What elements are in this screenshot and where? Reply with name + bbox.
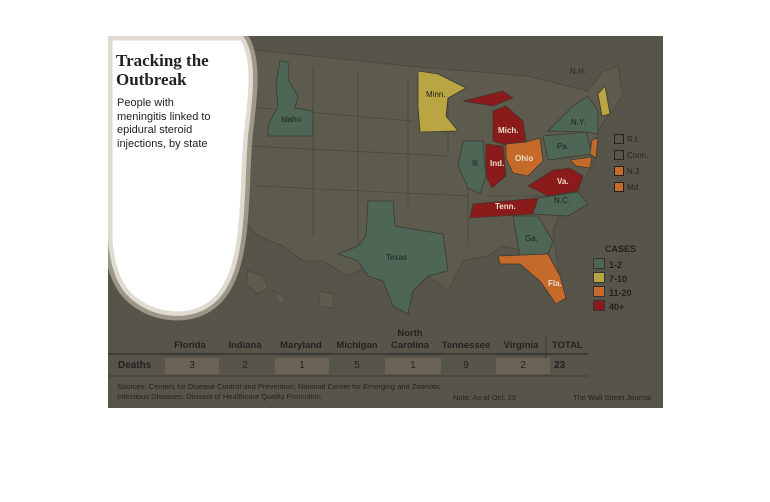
label-new-hampshire: N.H. bbox=[570, 67, 586, 76]
us-map bbox=[108, 36, 624, 377]
map-subtitle: People with meningitis linked to epidura… bbox=[117, 97, 211, 150]
cell-north-carolina-deaths: 1 bbox=[385, 358, 441, 374]
florida-shape bbox=[497, 253, 567, 305]
michigan-shape bbox=[462, 90, 527, 147]
column-header-total: TOTAL bbox=[552, 340, 583, 351]
cell-tennessee-deaths: 9 bbox=[463, 360, 469, 371]
publication-credit: The Wall Street Journal bbox=[573, 393, 652, 402]
maryland-shape bbox=[569, 156, 593, 169]
texas-shape bbox=[336, 200, 449, 315]
legend-item-11-20: 11-20 bbox=[593, 286, 632, 298]
swatch-rhode-island bbox=[614, 134, 624, 144]
label-rhode-island: R.I. bbox=[627, 135, 640, 144]
label-minnesota: Minn. bbox=[426, 90, 446, 99]
tennessee-shape bbox=[469, 197, 539, 219]
minnesota-shape bbox=[417, 70, 467, 133]
label-north-carolina: N.C. bbox=[554, 196, 570, 205]
row-label-deaths: Deaths bbox=[118, 360, 152, 371]
label-maryland: Md. bbox=[627, 183, 641, 192]
state-borders bbox=[237, 66, 548, 246]
legend-swatch bbox=[593, 272, 605, 283]
label-virginia: Va. bbox=[557, 177, 569, 186]
sources-note: Sources: Centers for Disease Control and… bbox=[117, 382, 441, 401]
cell-florida-deaths: 3 bbox=[165, 358, 219, 374]
swatch-new-jersey bbox=[614, 166, 624, 176]
legend-swatch bbox=[593, 286, 605, 297]
label-georgia: Ga. bbox=[525, 234, 538, 243]
label-tennessee: Tenn. bbox=[495, 202, 516, 211]
column-header-maryland: Maryland bbox=[280, 340, 322, 351]
label-florida: Fla. bbox=[548, 279, 562, 288]
cell-maryland-deaths: 1 bbox=[275, 358, 329, 374]
idaho-shape bbox=[267, 60, 314, 137]
legend-swatch bbox=[593, 300, 605, 311]
column-header-florida: Florida bbox=[174, 340, 206, 351]
legend-label: 1-2 bbox=[609, 260, 623, 270]
column-header-michigan: Michigan bbox=[336, 340, 378, 351]
as-of-note: Note: As of Oct. 23 bbox=[453, 393, 516, 402]
label-pennsylvania: Pa. bbox=[557, 142, 570, 151]
label-connecticut: Conn. bbox=[627, 151, 649, 160]
label-indiana: Ind. bbox=[490, 159, 505, 168]
label-michigan: Mich. bbox=[498, 126, 519, 135]
title-backdrop bbox=[108, 36, 258, 321]
column-header-virginia: Virginia bbox=[503, 340, 539, 351]
illinois-shape bbox=[457, 140, 487, 195]
map-graphic: Tracking the Outbreak People with mening… bbox=[108, 36, 663, 408]
legend-label: 11-20 bbox=[609, 288, 632, 298]
cell-indiana-deaths: 2 bbox=[242, 360, 248, 371]
swatch-connecticut bbox=[614, 150, 624, 160]
hawaii-islands bbox=[245, 270, 334, 309]
virginia-shape bbox=[527, 167, 584, 197]
map-title: Tracking the Outbreak bbox=[116, 51, 209, 89]
column-header-tennessee: Tennessee bbox=[441, 340, 491, 351]
label-ohio: Ohio bbox=[515, 154, 534, 163]
label-texas: Texas bbox=[386, 253, 407, 262]
new-jersey-shape bbox=[589, 137, 599, 159]
column-header-indiana: Indiana bbox=[228, 340, 262, 351]
cell-virginia-deaths: 2 bbox=[496, 358, 550, 374]
new-york-shape bbox=[547, 95, 599, 135]
swatch-maryland bbox=[614, 182, 624, 192]
legend-swatch bbox=[593, 258, 605, 269]
legend-title: CASES bbox=[605, 244, 637, 254]
label-idaho: Idaho bbox=[281, 115, 302, 124]
label-new-jersey: N.J. bbox=[627, 167, 642, 176]
column-header-north-carolina: North Carolina bbox=[390, 328, 429, 351]
legend-item-40-plus: 40+ bbox=[593, 300, 624, 312]
indiana-shape bbox=[485, 143, 507, 189]
label-new-york: N.Y. bbox=[571, 118, 586, 127]
legend-item-7-10: 7-10 bbox=[593, 272, 627, 284]
georgia-shape bbox=[512, 215, 554, 257]
cell-michigan-deaths: 5 bbox=[354, 360, 360, 371]
label-illinois: Ill. bbox=[472, 159, 480, 168]
legend-item-1-2: 1-2 bbox=[593, 258, 622, 270]
new-hampshire-shape bbox=[597, 85, 611, 117]
legend-label: 40+ bbox=[609, 302, 625, 312]
legend-label: 7-10 bbox=[609, 274, 628, 284]
ohio-shape bbox=[505, 137, 544, 177]
cell-total-deaths: 23 bbox=[554, 360, 566, 371]
